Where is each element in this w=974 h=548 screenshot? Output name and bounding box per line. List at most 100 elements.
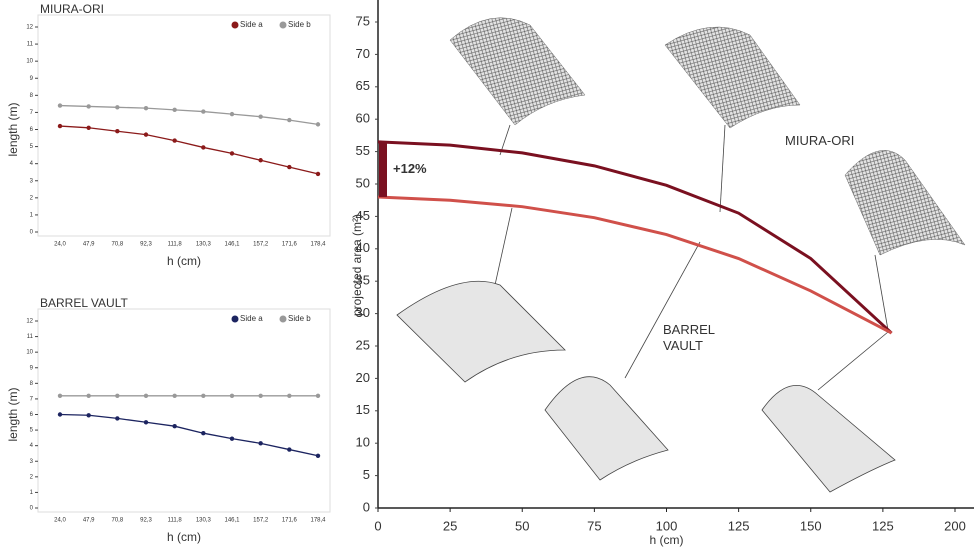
y-tick-label: 4 (30, 443, 34, 449)
series-annotation: MIURA-ORI (785, 133, 855, 148)
x-tick-label: 171,6 (282, 242, 298, 248)
y-tick-label: 0 (363, 499, 370, 514)
y-tick-label: 12 (26, 25, 33, 31)
point (115, 129, 120, 134)
series-line (377, 140, 893, 335)
legend-label: Side b (288, 314, 311, 323)
y-tick-label: 25 (356, 337, 370, 352)
point (172, 107, 177, 113)
y-tick-label: 10 (26, 59, 33, 65)
y-tick-label: 10 (356, 435, 370, 450)
series-line (377, 195, 893, 335)
point (287, 393, 292, 398)
point (143, 132, 149, 137)
point (115, 105, 120, 110)
x-tick-label: 200 (944, 518, 966, 533)
y-tick-label: 5 (30, 144, 34, 150)
x-tick-label: 70,8 (111, 242, 123, 248)
y-tick-label: 50 (356, 175, 370, 190)
point (172, 138, 177, 143)
x-axis-label: h (cm) (167, 530, 201, 544)
point (143, 420, 149, 425)
point (258, 441, 263, 446)
point (57, 412, 63, 417)
y-tick-label: 12 (26, 319, 33, 325)
y-tick-label: 7 (30, 110, 34, 116)
y-tick-label: 8 (30, 381, 34, 387)
x-tick-label: 130,3 (196, 518, 212, 524)
legend-marker (279, 315, 287, 323)
y-tick-label: 45 (356, 208, 370, 223)
point (315, 171, 321, 177)
y-tick-label: 30 (356, 305, 370, 320)
x-tick-label: 111,8 (168, 242, 183, 248)
series-line (59, 104, 319, 126)
point (143, 105, 149, 111)
point (258, 114, 263, 119)
y-tick-label: 11 (27, 334, 34, 340)
legend-label: Side b (288, 20, 311, 29)
y-tick-label: 1 (30, 212, 34, 218)
x-tick-label: 0 (374, 518, 381, 533)
illustrations (396, 17, 966, 493)
x-tick-label: 171,6 (282, 518, 298, 524)
y-tick-label: 6 (30, 412, 34, 418)
x-tick-label: 125 (728, 518, 750, 533)
x-tick-label: 75 (587, 518, 601, 533)
point (229, 393, 235, 398)
y-tick-label: 5 (30, 428, 34, 434)
y-tick-label: 11 (27, 42, 34, 48)
chart-title: MIURA-ORI (40, 2, 104, 16)
y-tick-label: 4 (30, 161, 34, 167)
legend-marker (279, 21, 287, 29)
point (86, 125, 91, 130)
y-tick-label: 65 (356, 78, 370, 93)
x-tick-label: 157,2 (253, 518, 269, 524)
x-tick-label: 47,9 (83, 242, 95, 248)
x-tick-label: 70,8 (111, 518, 123, 524)
y-tick-label: 15 (356, 402, 370, 417)
y-tick-label: 2 (30, 195, 34, 201)
point (172, 393, 177, 398)
point (287, 117, 292, 123)
y-tick-label: 0 (30, 506, 34, 512)
legend-label: Side a (240, 314, 263, 323)
point (287, 447, 292, 452)
y-tick-label: 35 (356, 273, 370, 288)
point (57, 393, 63, 398)
y-tick-label: 1 (30, 490, 34, 496)
legend-label: Side a (240, 20, 263, 29)
x-tick-label: 130,3 (196, 242, 212, 248)
x-tick-label: 24,0 (54, 242, 66, 248)
series-line (59, 125, 319, 175)
annotation: +12% (393, 161, 427, 176)
x-tick-label: 100 (656, 518, 678, 533)
x-tick-label: 92,3 (140, 242, 152, 248)
point (229, 111, 235, 117)
plot-frame (37, 308, 331, 513)
y-tick-label: 9 (30, 365, 34, 371)
x-tick-label: 47,9 (83, 518, 95, 524)
y-tick-label: 10 (26, 350, 33, 356)
x-tick-label: 50 (515, 518, 529, 533)
point (229, 436, 235, 441)
point (315, 122, 321, 127)
x-tick-label: 146,1 (224, 518, 240, 524)
point (258, 158, 263, 163)
x-tick-label: 146,1 (224, 242, 240, 248)
point (115, 393, 120, 398)
x-tick-label: 111,8 (168, 518, 183, 524)
x-axis-label: h (cm) (167, 254, 201, 268)
point (57, 103, 63, 108)
series-line (59, 413, 319, 457)
y-tick-label: 8 (30, 93, 34, 99)
y-tick-label: 75 (356, 13, 370, 28)
point (287, 164, 292, 170)
chart-title: BARREL VAULT (40, 296, 128, 310)
y-tick-label: 70 (356, 46, 370, 61)
plot-frame (37, 14, 331, 237)
point (86, 413, 91, 418)
y-tick-label: 7 (30, 396, 34, 402)
x-tick-label: 178,4 (310, 518, 326, 524)
